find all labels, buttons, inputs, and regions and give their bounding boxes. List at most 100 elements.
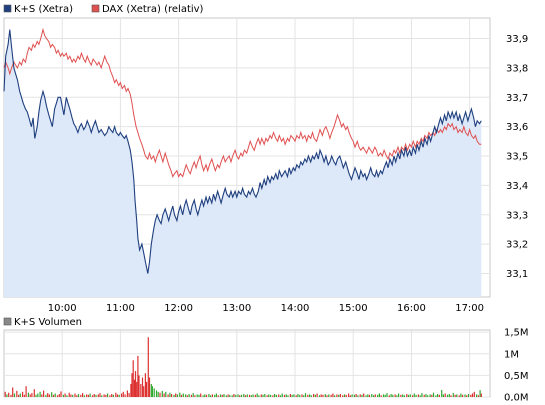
volume-bar — [425, 394, 427, 397]
volume-bar — [16, 390, 18, 397]
volume-bar — [398, 393, 400, 397]
volume-bar — [464, 394, 466, 397]
volume-bar — [363, 393, 365, 397]
volume-bar — [29, 394, 31, 397]
volume-bar — [470, 394, 472, 397]
volume-bar — [133, 379, 135, 397]
volume-bar — [27, 392, 29, 397]
legend-swatch-volume — [3, 317, 12, 326]
volume-bar — [400, 394, 402, 397]
volume-bar — [235, 394, 237, 397]
volume-bar — [441, 390, 443, 397]
volume-bar — [185, 394, 187, 397]
volume-bar — [301, 394, 303, 397]
volume-panel: 0,0M 0,5M 1M 1,5M — [3, 328, 529, 404]
volume-bar — [202, 395, 204, 397]
volume-bar — [343, 394, 346, 397]
volume-bar — [417, 394, 419, 397]
volume-bar — [10, 394, 12, 397]
volume-bar — [70, 394, 72, 397]
volume-bars — [4, 337, 482, 397]
volume-bar — [137, 355, 139, 397]
volume-bar — [138, 375, 140, 397]
volume-bar — [72, 394, 74, 397]
volume-bar — [89, 393, 91, 397]
volume-bar — [159, 392, 161, 397]
price-y-tick-label: 33,5 — [506, 152, 528, 163]
ks-price-area — [4, 29, 482, 297]
volume-bar — [295, 395, 297, 397]
dax-relative-line — [3, 27, 482, 178]
volume-bar — [345, 394, 347, 397]
volume-bar — [386, 393, 388, 397]
volume-bar — [394, 394, 396, 397]
volume-bar — [150, 384, 152, 397]
price-panel: 33,1 33,2 33,3 33,4 33,5 33,6 33,7 33,8 33,9 10:… — [3, 17, 528, 314]
volume-bar — [112, 394, 114, 397]
volume-bar — [179, 392, 181, 397]
volume-bar — [13, 393, 16, 397]
volume-bar — [348, 393, 350, 397]
time-x-tick-label: 15:00 — [339, 303, 368, 314]
volume-bar — [19, 393, 21, 397]
volume-bar — [80, 394, 82, 397]
volume-bar — [91, 395, 94, 397]
volume-bar — [390, 394, 392, 397]
volume-bar — [429, 394, 431, 397]
volume-bar — [359, 394, 361, 397]
volume-bar — [437, 394, 439, 397]
price-y-tick-label: 33,8 — [506, 63, 528, 74]
volume-bar — [454, 394, 456, 397]
volume-bar — [427, 395, 429, 397]
volume-bar — [283, 394, 286, 397]
volume-bar — [64, 393, 66, 397]
volume-bar — [415, 394, 417, 397]
volume-bar — [413, 393, 415, 397]
volume-bar — [175, 393, 177, 397]
volume-bar — [419, 395, 421, 397]
volume-y-axis: 0,0M 0,5M 1M 1,5M — [504, 328, 529, 404]
volume-bar — [388, 395, 390, 397]
volume-bar — [473, 391, 475, 397]
price-y-axis: 33,1 33,2 33,3 33,4 33,5 33,6 33,7 33,8 33,9 — [506, 34, 528, 280]
volume-bar — [68, 392, 70, 397]
price-y-tick-label: 33,1 — [506, 269, 528, 280]
volume-bar — [200, 393, 202, 397]
time-x-tick-label: 17:00 — [455, 303, 484, 314]
volume-bar — [146, 381, 148, 397]
volume-bar — [444, 393, 446, 397]
volume-bar — [392, 394, 394, 397]
volume-bar — [237, 394, 239, 397]
volume-bar — [37, 393, 39, 397]
volume-bar — [458, 395, 460, 397]
volume-bar — [214, 394, 216, 397]
volume-bar — [407, 394, 410, 397]
volume-bar — [361, 394, 363, 397]
volume-bar — [431, 394, 433, 397]
volume-bar — [33, 389, 35, 397]
volume-bar — [239, 395, 241, 397]
volume-bar — [402, 394, 404, 397]
volume-bar — [322, 394, 324, 397]
volume-bar — [227, 394, 229, 397]
price-y-tick-label: 33,2 — [506, 240, 528, 251]
volume-bar — [371, 394, 373, 397]
volume-bar — [351, 394, 353, 397]
volume-bar — [116, 394, 119, 397]
volume-bar — [95, 394, 97, 397]
volume-bar — [225, 395, 227, 397]
volume-bar — [105, 394, 107, 397]
volume-bar — [215, 393, 217, 397]
volume-bar — [262, 394, 264, 397]
volume-bar — [318, 395, 321, 397]
volume-bar — [244, 395, 247, 397]
volume-bar — [169, 392, 171, 397]
volume-bar — [304, 393, 307, 397]
volume-bar — [171, 394, 173, 397]
volume-bar — [438, 394, 440, 397]
volume-bar — [54, 393, 56, 397]
volume-bar — [246, 394, 248, 397]
volume-bar — [180, 394, 183, 397]
volume-bar — [466, 395, 468, 397]
